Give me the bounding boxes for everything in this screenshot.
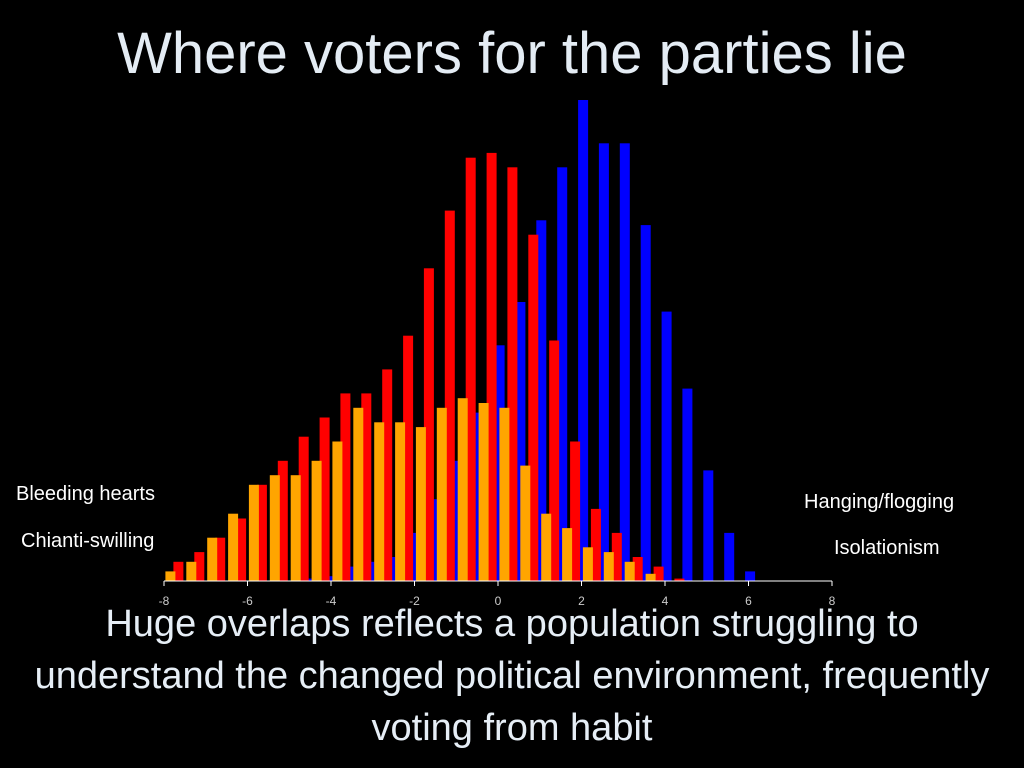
orange-bar — [415, 427, 426, 581]
red-bar — [194, 552, 205, 581]
orange-bar — [332, 441, 343, 581]
red-bar — [549, 340, 560, 581]
x-tick-label: 4 — [662, 594, 669, 608]
blue-bar — [515, 302, 526, 581]
orange-bar — [374, 422, 385, 581]
orange-bar — [395, 422, 406, 581]
orange-bar — [582, 547, 593, 581]
blue-bar — [598, 143, 609, 582]
orange-bar — [603, 552, 614, 581]
x-tick-label: 0 — [495, 594, 502, 608]
orange-bar — [353, 407, 364, 581]
annotation-chianti-swilling: Chianti-swilling — [21, 530, 155, 552]
slide-title: Where voters for the parties lie — [117, 21, 907, 86]
orange-bar — [562, 528, 573, 581]
red-bar — [444, 210, 455, 581]
blue-bar — [682, 388, 693, 581]
orange-bar — [207, 537, 218, 581]
orange-bar — [436, 407, 447, 581]
red-bar — [173, 561, 184, 581]
blue-bar — [661, 311, 672, 581]
red-bar — [215, 537, 226, 581]
x-tick-label: -4 — [326, 594, 337, 608]
red-bar — [277, 460, 288, 582]
red-bar — [528, 234, 539, 581]
bars-layer — [165, 100, 756, 582]
blue-bar — [536, 220, 547, 582]
red-bar — [340, 393, 351, 581]
red-bar — [632, 557, 643, 581]
annotation-bleeding-hearts: Bleeding hearts — [16, 483, 155, 505]
orange-bar — [269, 475, 280, 581]
blue-bar — [557, 167, 568, 582]
orange-bar — [624, 561, 635, 581]
x-tick-label: -8 — [159, 594, 170, 608]
orange-bar — [520, 465, 531, 581]
orange-bar — [186, 561, 197, 581]
slide-caption: Huge overlaps reflects a population stru… — [34, 603, 990, 749]
orange-bar — [165, 571, 176, 581]
red-bar — [465, 157, 476, 581]
red-bar — [507, 167, 518, 582]
annotation-isolationism: Isolationism — [834, 537, 940, 559]
red-bar — [256, 484, 267, 581]
orange-bar — [478, 403, 489, 581]
x-tick-label: 6 — [745, 594, 752, 608]
red-bar — [298, 436, 309, 581]
red-bar — [236, 518, 247, 581]
orange-bar — [541, 513, 552, 581]
blue-bar — [640, 225, 651, 581]
orange-bar — [311, 460, 322, 582]
red-bar — [361, 393, 372, 581]
red-bar — [611, 532, 622, 581]
red-bar — [570, 441, 581, 581]
orange-bar — [248, 484, 259, 581]
annotation-hanging-flogging: Hanging/flogging — [804, 491, 955, 513]
blue-bar — [578, 100, 589, 581]
orange-bar — [499, 407, 510, 581]
orange-bar — [457, 398, 468, 581]
red-bar — [653, 566, 664, 581]
orange-bar — [645, 573, 656, 581]
blue-bar — [619, 143, 630, 582]
x-tick-label: -6 — [242, 594, 253, 608]
blue-bar — [745, 571, 756, 581]
x-tick-label: 2 — [578, 594, 585, 608]
red-bar — [486, 152, 497, 581]
x-tick-label: -2 — [409, 594, 420, 608]
red-bar — [590, 508, 601, 581]
x-tick-label: 8 — [829, 594, 836, 608]
red-bar — [319, 417, 330, 581]
orange-bar — [290, 475, 301, 581]
blue-bar — [724, 532, 735, 581]
x-axis: -8 -6 -4 -2 0 2 4 6 8 — [159, 580, 836, 608]
orange-bar — [228, 513, 239, 581]
red-bar — [674, 578, 685, 581]
blue-bar — [703, 470, 714, 581]
red-bar — [403, 335, 414, 581]
red-bar — [382, 369, 393, 581]
red-bar — [423, 268, 434, 581]
